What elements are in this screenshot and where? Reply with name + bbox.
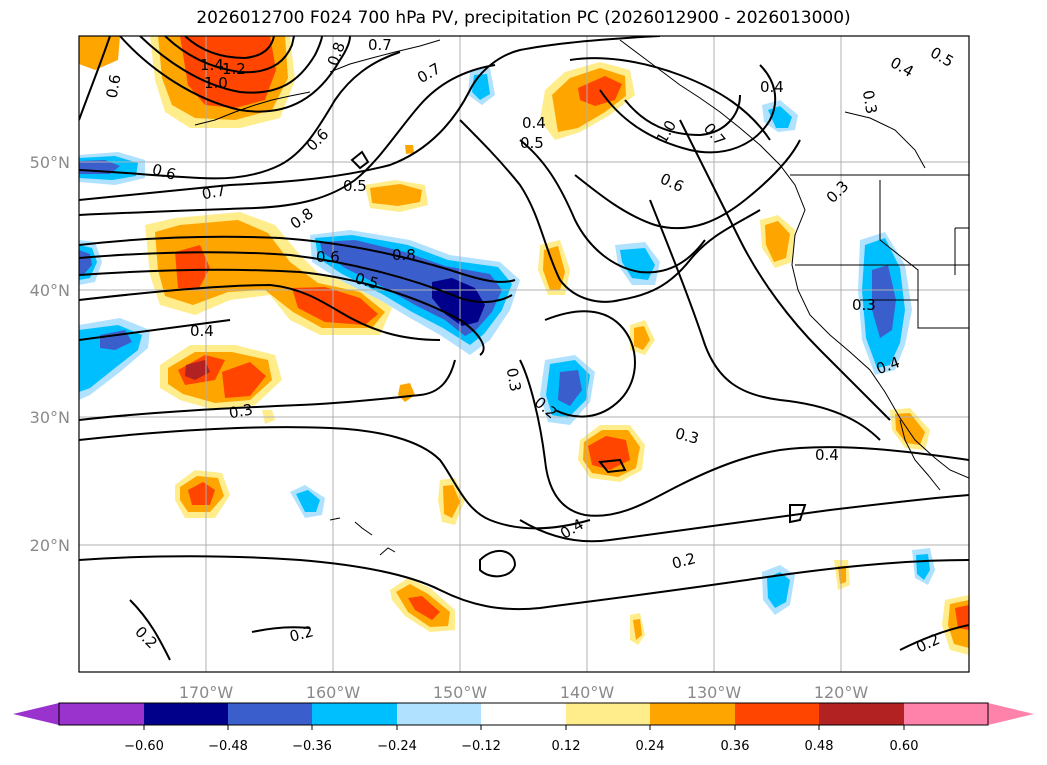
contour-label: 0.3	[859, 89, 881, 116]
lon-tick-label: 160°W	[306, 683, 361, 702]
colorbar-tick-label: 0.24	[636, 739, 665, 754]
precip-positive-blob-138w-28n	[578, 425, 645, 482]
contour-label: 0.4	[190, 322, 214, 340]
precip-positive-blob-170w-33n	[160, 345, 282, 410]
colorbar-tick-label: −0.12	[461, 739, 501, 754]
contour-label: 0.4	[760, 78, 784, 96]
lon-tick-label: 130°W	[687, 683, 742, 702]
colorbar-tick-label: −0.60	[124, 739, 164, 754]
pv-contours	[79, 36, 969, 661]
colorbar-bin	[735, 703, 819, 725]
contour-label: 0.6	[103, 73, 125, 100]
contour-label: 0.4	[522, 114, 546, 132]
contour-label: 0.2	[288, 622, 316, 646]
precip-positive-blob-157w-15n	[390, 578, 455, 632]
contour-label: 0.3	[852, 296, 876, 314]
lon-tick-labels: 170°W 160°W 150°W 140°W 130°W 120°W	[179, 683, 869, 702]
contour-label: 1.2	[222, 60, 246, 78]
colorbar-bin	[819, 703, 904, 725]
colorbar-tick-label: 0.36	[721, 739, 750, 754]
colorbar-tick-label: 0.60	[890, 739, 919, 754]
lat-tick-label: 40°N	[30, 281, 70, 300]
lat-tick-label: 30°N	[30, 408, 70, 427]
colorbar-bin	[228, 703, 312, 725]
colorbar-extend-below	[13, 703, 59, 725]
contour-label: 0.4	[815, 446, 839, 464]
contour-label: 0.6	[150, 160, 178, 184]
colorbar: −0.60 −0.48 −0.36 −0.24 −0.12 0.12 0.24 …	[13, 702, 1034, 754]
contour-label: 0.3	[673, 424, 701, 448]
contour-label: 0.7	[200, 181, 227, 203]
contour-label: 0.8	[392, 246, 416, 264]
lon-tick-label: 170°W	[179, 683, 234, 702]
lat-tick-label: 50°N	[30, 153, 70, 172]
contour-label: 0.5	[353, 269, 381, 293]
contour-label: 0.2	[670, 549, 698, 573]
colorbar-tick-label: −0.48	[208, 739, 248, 754]
colorbar-tick-label: −0.24	[377, 739, 417, 754]
colorbar-bin	[397, 703, 481, 725]
lat-tick-label: 20°N	[30, 536, 70, 555]
lat-tick-labels: 50°N 40°N 30°N 20°N	[30, 153, 70, 555]
graticule	[79, 36, 969, 672]
map-title: 2026012700 F024 700 hPa PV, precipitatio…	[196, 8, 851, 28]
contour-label: 0.5	[520, 134, 544, 152]
precip-positive-blob-170w-24n	[175, 470, 230, 518]
colorbar-bin	[566, 703, 650, 725]
colorbar-frame	[58, 702, 989, 726]
coastlines	[194, 39, 969, 556]
contour-label: 0.3	[503, 366, 525, 393]
colorbar-bin	[312, 703, 397, 725]
lon-tick-label: 140°W	[560, 683, 615, 702]
lon-tick-label: 150°W	[433, 683, 488, 702]
colorbar-bin	[650, 703, 735, 725]
colorbar-extend-above	[988, 703, 1034, 725]
lon-tick-label: 120°W	[814, 683, 869, 702]
plot-frame	[78, 35, 970, 673]
colorbar-bin	[481, 703, 566, 725]
colorbar-tick-label: 0.12	[552, 739, 581, 754]
precip-positive-blob-gulf-alaska	[79, 36, 295, 128]
contour-label: 1.4	[200, 56, 224, 74]
contour-label: 1.0	[204, 74, 228, 92]
colorbar-tick-label: −0.36	[292, 739, 332, 754]
contour-label: 0.7	[368, 36, 392, 54]
contour-label: 0.3	[228, 400, 255, 422]
colorbar-tick-label: 0.48	[805, 739, 834, 754]
colorbar-bin	[904, 703, 988, 725]
colorbar-bin	[59, 703, 144, 725]
contour-label: 0.5	[343, 177, 367, 195]
colorbar-bin	[144, 703, 228, 725]
precip-shading	[79, 36, 969, 655]
contour-label: 0.6	[316, 248, 340, 266]
